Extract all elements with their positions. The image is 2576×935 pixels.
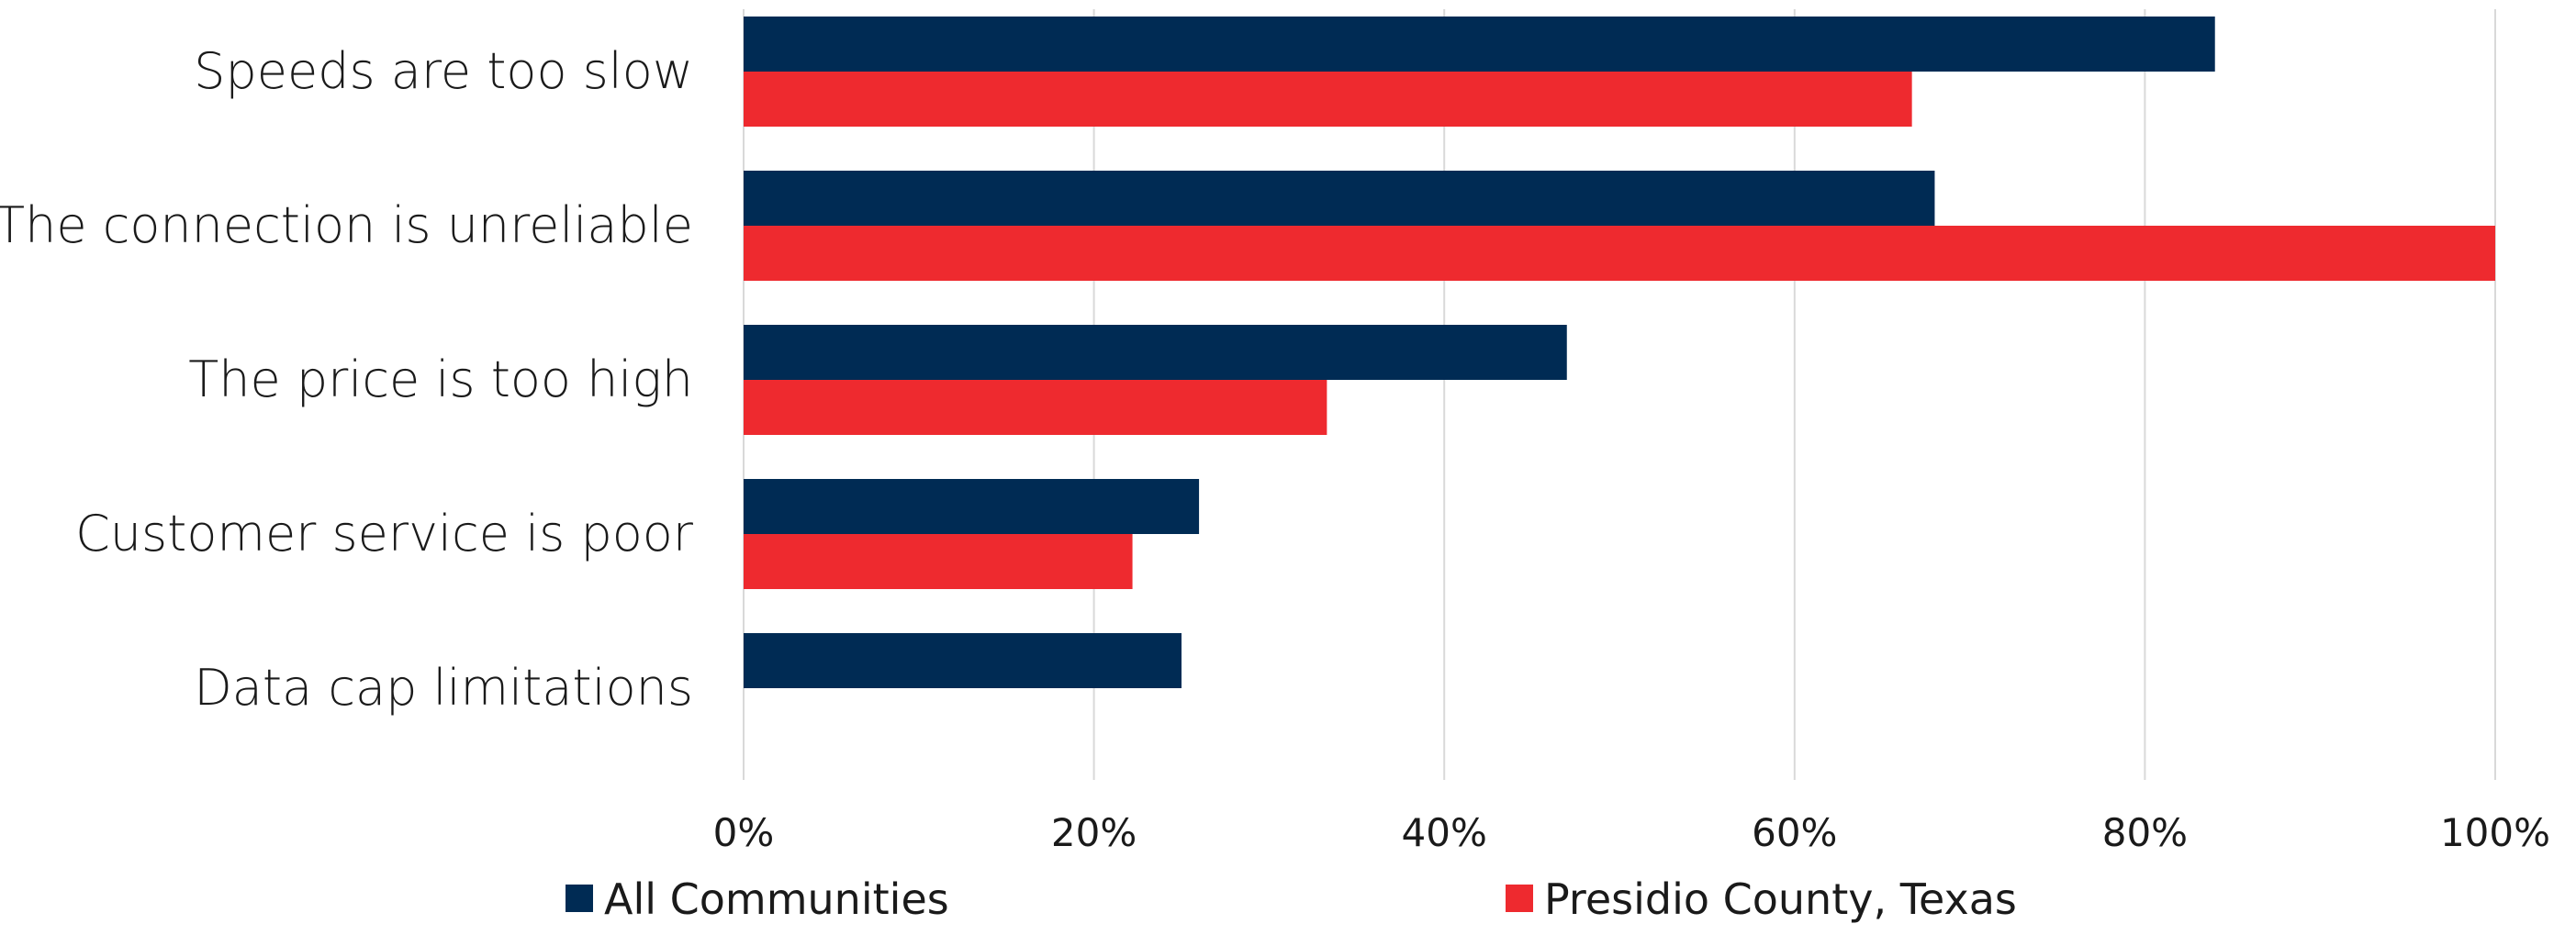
bars — [744, 17, 2495, 688]
category-label-0: Speeds are too slow — [194, 42, 693, 100]
legend-swatch-0 — [566, 885, 593, 912]
x-tick-label-0: 0% — [713, 810, 775, 855]
bar-presidio-county-2 — [744, 380, 1327, 435]
legend-label-0: All Communities — [604, 874, 949, 924]
category-label-3: Customer service is poor — [75, 505, 694, 562]
category-label-2: The price is too high — [188, 351, 693, 408]
category-label-1: The connection is unreliable — [0, 196, 693, 254]
bar-all-communities-3 — [744, 479, 1200, 534]
legend-swatch-1 — [1506, 885, 1533, 912]
bar-all-communities-4 — [744, 633, 1182, 688]
x-tick-label-3: 60% — [1752, 810, 1837, 855]
x-axis-tick-labels: 0% 20% 40% 60% 80% 100% — [713, 810, 2550, 855]
legend-label-1: Presidio County, Texas — [1544, 874, 2017, 924]
bar-all-communities-0 — [744, 17, 2215, 72]
legend: All Communities Presidio County, Texas — [566, 874, 2017, 924]
x-tick-label-4: 80% — [2102, 810, 2188, 855]
bar-presidio-county-3 — [744, 534, 1133, 589]
x-tick-label-2: 40% — [1402, 810, 1487, 855]
bar-all-communities-2 — [744, 325, 1567, 380]
category-label-4: Data cap limitations — [194, 659, 693, 717]
category-labels: Speeds are too slow The connection is unr… — [0, 42, 694, 717]
bar-presidio-county-0 — [744, 72, 1912, 127]
x-tick-label-5: 100% — [2440, 810, 2550, 855]
bar-presidio-county-1 — [744, 226, 2495, 281]
bar-all-communities-1 — [744, 171, 1935, 226]
x-tick-label-1: 20% — [1051, 810, 1137, 855]
